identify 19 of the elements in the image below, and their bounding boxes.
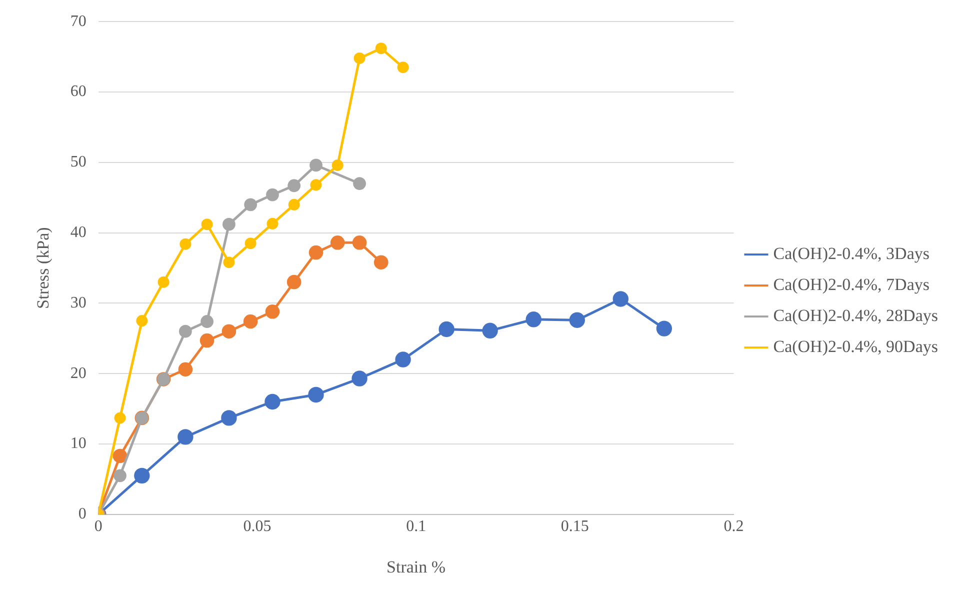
x-tick-label: 0.05 — [243, 518, 272, 536]
y-tick-label: 10 — [70, 435, 86, 452]
legend-label: Ca(OH)2-0.4%, 90Days — [773, 336, 938, 356]
y-axis-title: Stress (kPa) — [34, 227, 53, 309]
legend-label: Ca(OH)2-0.4%, 28Days — [773, 306, 938, 325]
y-tick-label: 50 — [70, 154, 86, 171]
y-tick-label: 40 — [70, 224, 86, 242]
y-tick-label: 20 — [70, 364, 86, 382]
y-tick-label: 0 — [78, 506, 86, 523]
x-tick-label: 0.2 — [724, 518, 744, 536]
y-tick-label: 60 — [70, 83, 86, 100]
legend-label: Ca(OH)2-0.4%, 3Days — [773, 244, 930, 263]
y-tick-label: 70 — [70, 12, 86, 30]
x-axis-title: Strain % — [386, 557, 446, 576]
x-tick-label: 0.15 — [560, 518, 589, 536]
legend-label: Ca(OH)2-0.4%, 7Days — [773, 274, 930, 294]
x-tick-label: 0.1 — [406, 518, 426, 536]
x-tick-label: 0 — [94, 518, 102, 536]
y-tick-label: 30 — [70, 294, 86, 312]
